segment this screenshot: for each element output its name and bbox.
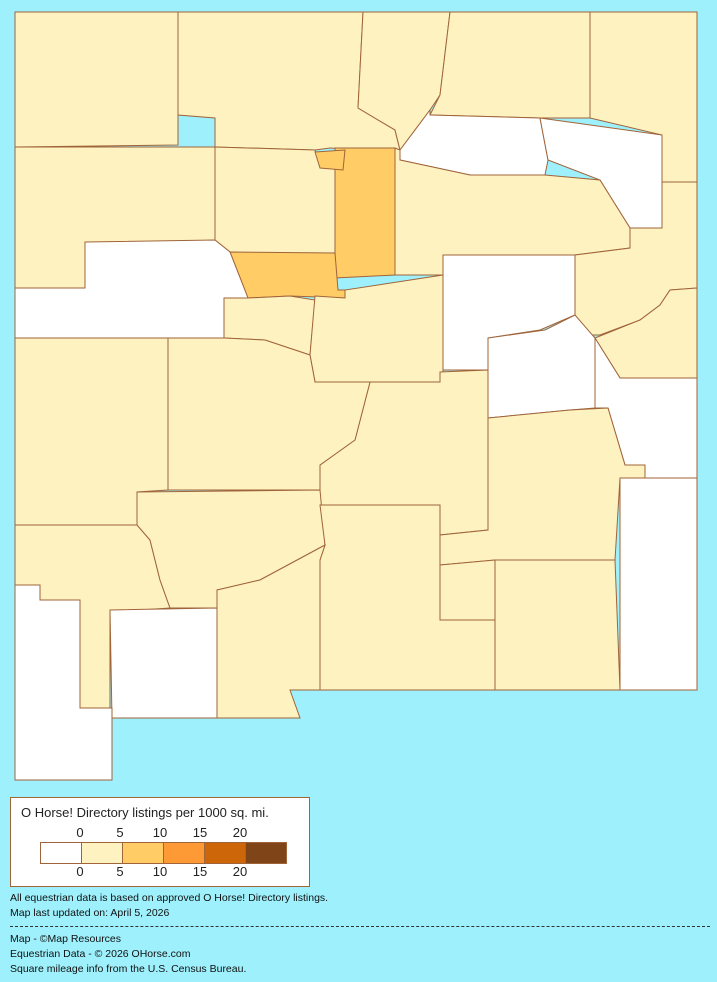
legend-color-scale [40,842,287,864]
legend-swatch [123,843,164,863]
legend-title: O Horse! Directory listings per 1000 sq.… [21,805,269,820]
data-credit: Equestrian Data - © 2026 OHorse.com [10,948,191,960]
county-region [14,584,113,781]
divider [10,926,710,927]
legend-tick: 15 [192,864,208,879]
county-region [334,147,396,279]
census-credit: Square mileage info from the U.S. Census… [10,963,247,975]
legend-tick: 10 [152,864,168,879]
county-region [429,11,591,119]
legend-swatch [82,843,123,863]
county-region [109,607,218,719]
county-region [167,337,371,491]
legend-swatch [205,843,246,863]
legend-tick: 0 [76,825,84,840]
legend-tick: 20 [232,864,248,879]
county-region [619,477,698,691]
new-mexico-county-map [14,11,698,781]
legend-tick: 15 [192,825,208,840]
legend-swatch [246,843,286,863]
map-credit: Map - ©Map Resources [10,933,122,945]
data-basis-note: All equestrian data is based on approved… [10,892,329,904]
county-region [229,251,346,299]
legend-tick: 10 [152,825,168,840]
legend-swatch [164,843,205,863]
legend-swatch [41,843,82,863]
legend-tick: 20 [232,825,248,840]
last-updated-note: Map last updated on: April 5, 2026 [10,907,170,919]
county-region [439,559,496,621]
county-region [314,149,346,171]
legend-tick: 5 [116,864,124,879]
legend-tick: 0 [76,864,84,879]
legend-tick: 5 [116,825,124,840]
county-region [216,543,326,719]
legend: O Horse! Directory listings per 1000 sq.… [10,797,310,887]
county-region [14,11,179,148]
county-region [494,559,621,691]
